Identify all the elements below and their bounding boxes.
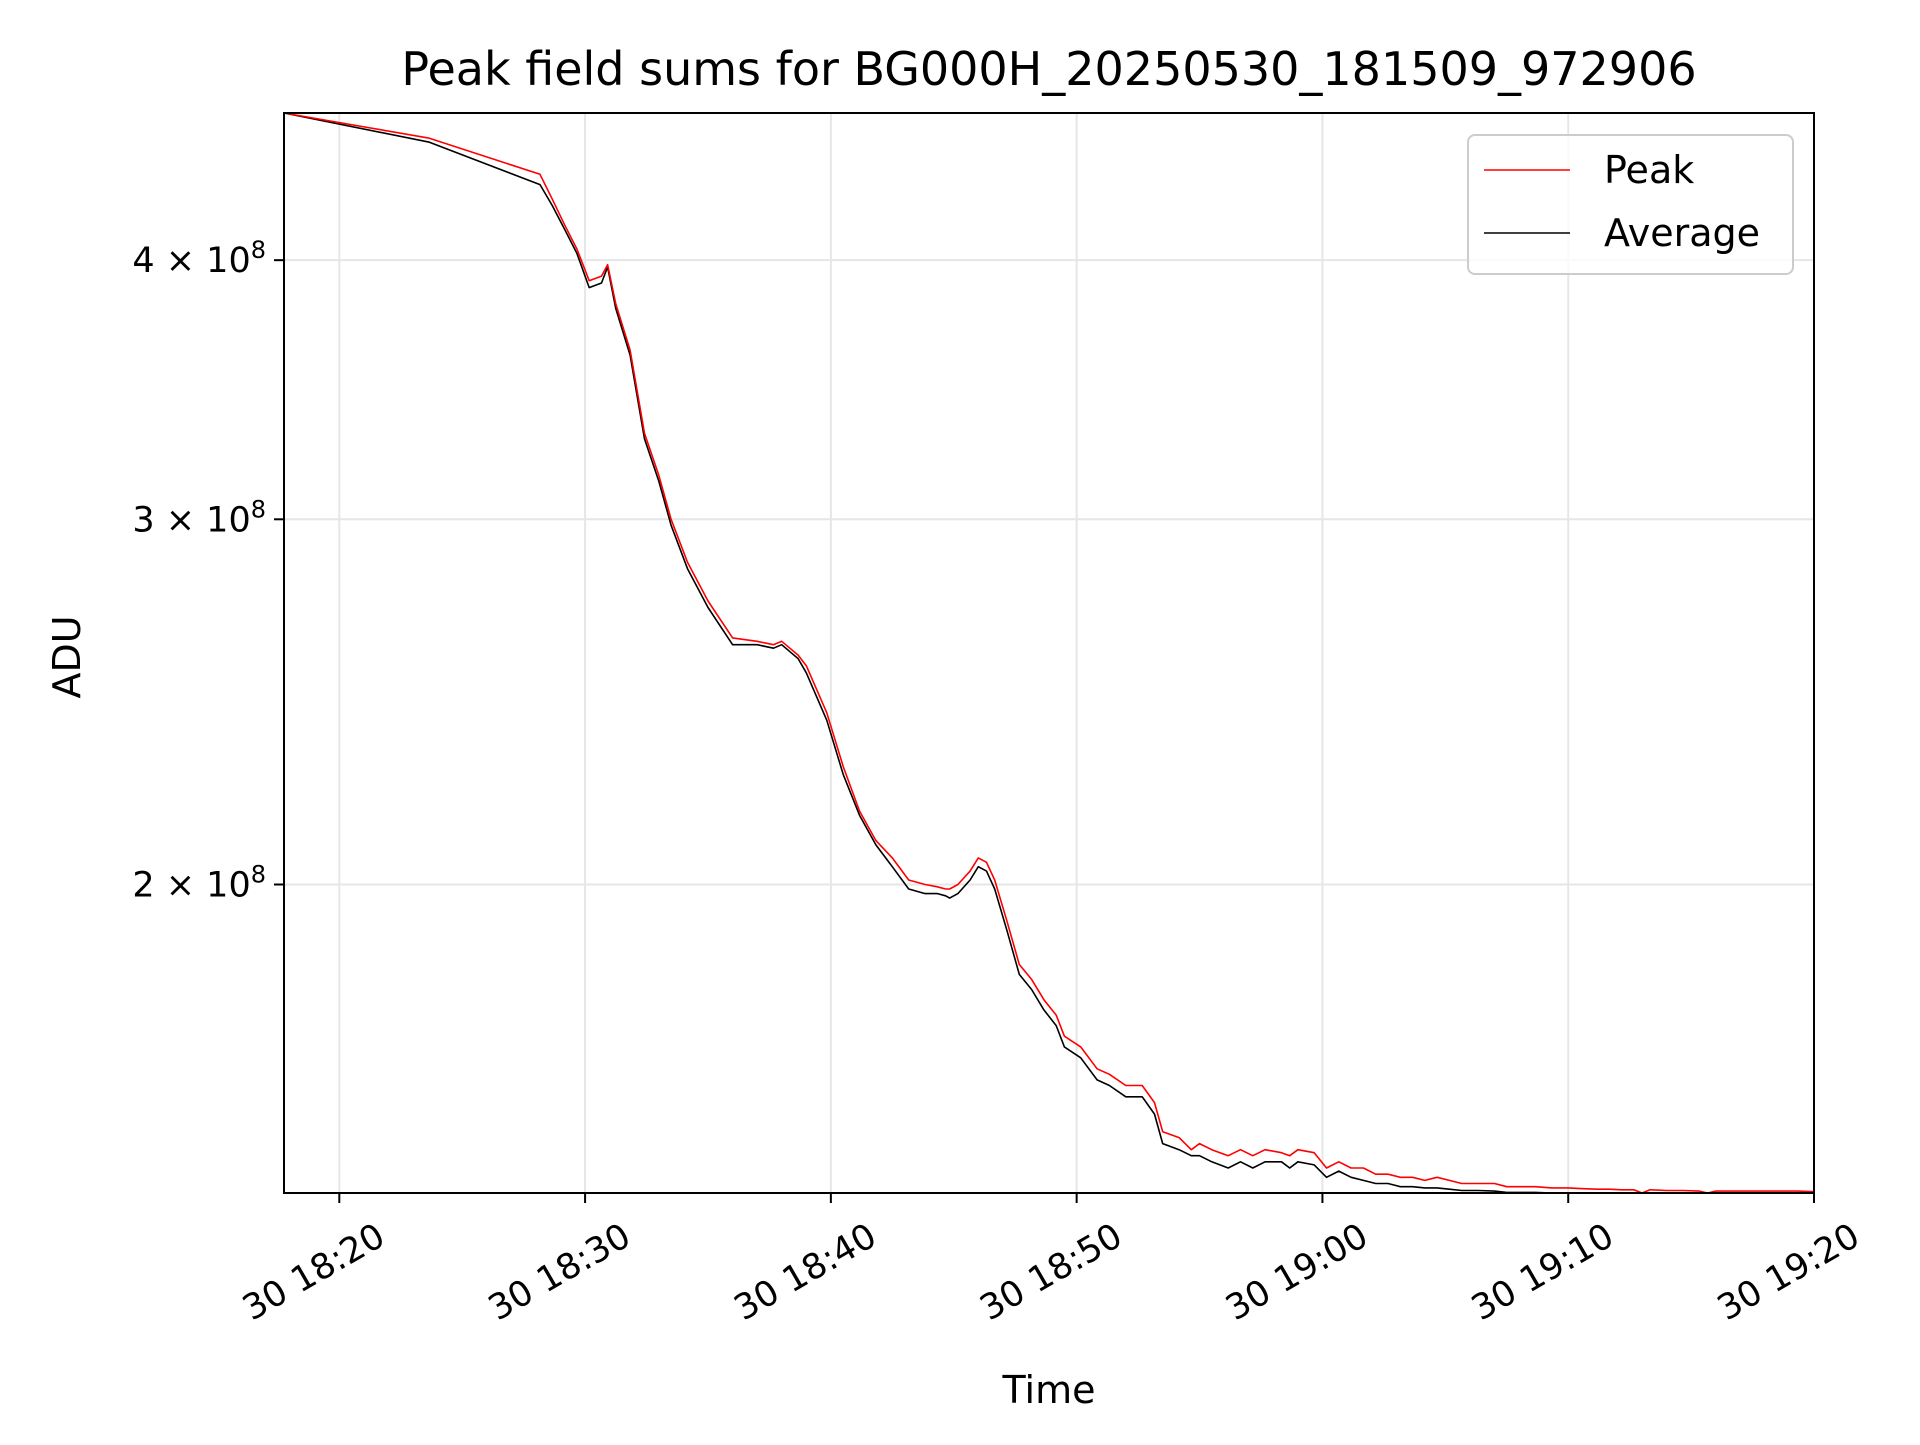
y-tick-label: 3 × 108 [132, 495, 266, 540]
series-line-peak [283, 112, 1815, 1194]
legend-label-average: Average [1604, 211, 1760, 255]
y-tick-exponent: 8 [251, 495, 266, 523]
y-tick-exponent: 8 [251, 236, 266, 264]
y-tick-label: 2 × 108 [132, 861, 266, 906]
y-tick-base: 10 [206, 241, 251, 281]
plot-frame [283, 112, 1815, 1194]
legend: Peak Average [1467, 134, 1794, 275]
chart-title: Peak field sums for BG000H_20250530_1815… [401, 42, 1696, 96]
y-tick-label: 4 × 108 [132, 236, 266, 281]
x-axis-label: Time [1002, 1368, 1096, 1412]
legend-label-peak: Peak [1604, 148, 1694, 192]
y-tick-exponent: 8 [251, 861, 266, 889]
y-axis-label: ADU [45, 615, 89, 698]
y-tick-base: 10 [206, 866, 251, 906]
y-tick-mantissa: 3 [132, 500, 154, 540]
y-tick-base: 10 [206, 500, 251, 540]
y-tick-mantissa: 2 [132, 866, 154, 906]
y-tick-mantissa: 4 [132, 241, 154, 281]
